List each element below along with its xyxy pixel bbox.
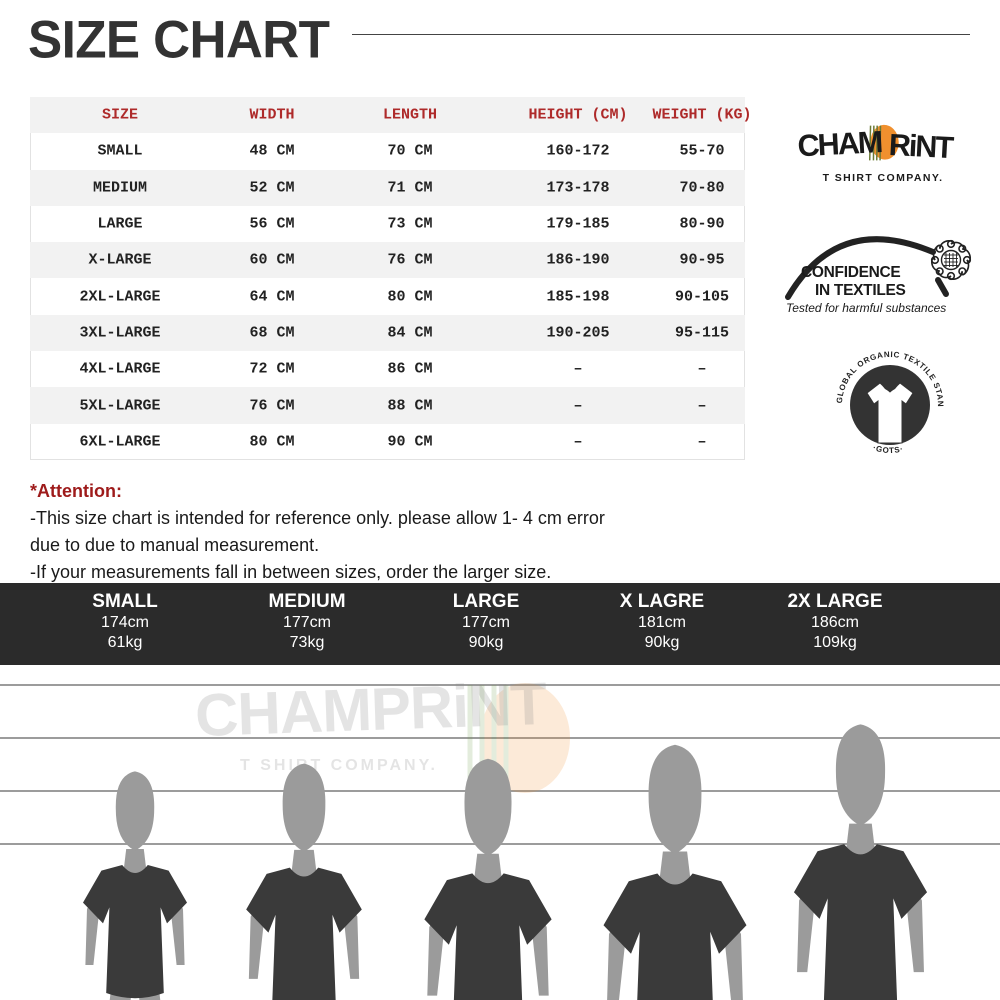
svg-text:CONFIDENCE: CONFIDENCE [801, 264, 900, 281]
svg-text:IN TEXTILES: IN TEXTILES [815, 282, 906, 299]
svg-text:RiNT: RiNT [888, 128, 955, 165]
svg-text:Tested for harmful substances: Tested for harmful substances [786, 301, 946, 315]
svg-text:CHAM: CHAM [797, 125, 883, 163]
